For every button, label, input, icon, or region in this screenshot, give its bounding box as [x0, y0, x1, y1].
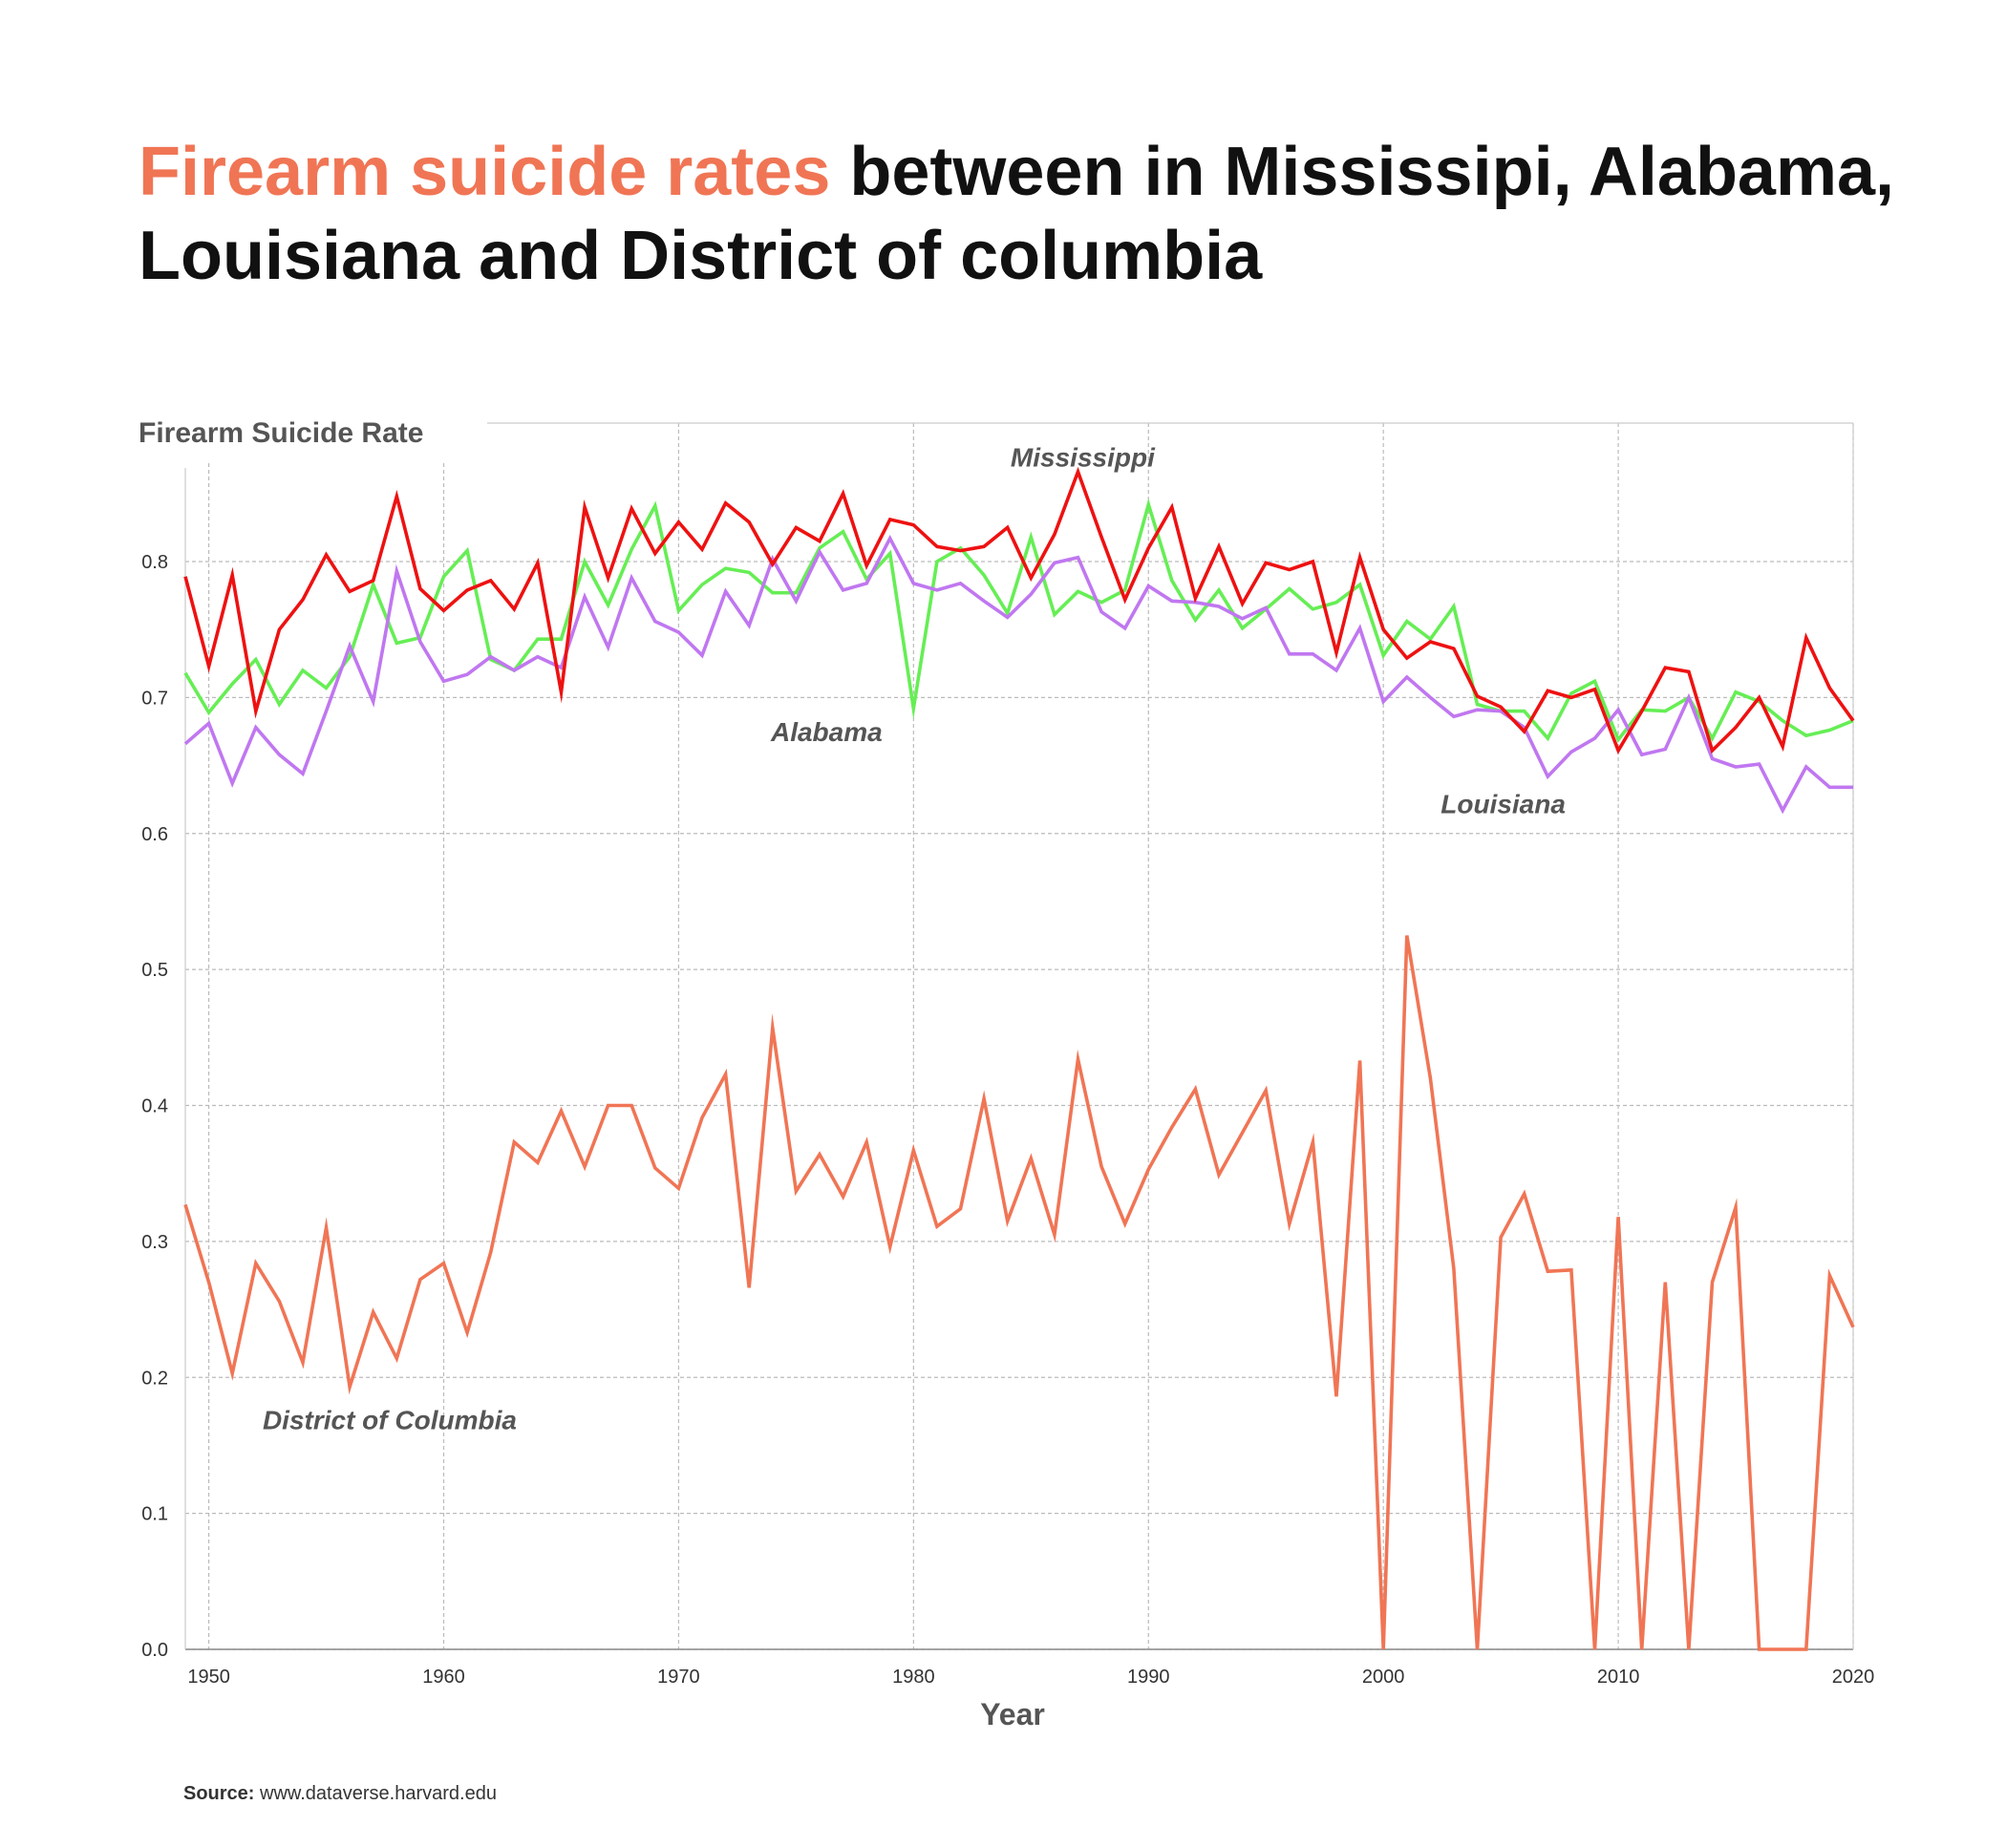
chart-title: Firearm suicide rates between in Mississ… [139, 130, 1906, 298]
series-line-louisiana [183, 534, 1853, 815]
y-tick-label: 0.8 [141, 552, 168, 573]
series-line-alabama [183, 498, 1854, 744]
x-tick-label: 2000 [1362, 1667, 1405, 1688]
series-annotation: Alabama [770, 717, 883, 747]
x-tick-label: 1960 [422, 1667, 465, 1688]
x-tick-labels: 1950 1960 1970 1980 1990 2000 2010 2020 [187, 1667, 1874, 1688]
x-tick-label: 1970 [657, 1667, 700, 1688]
x-tick-label: 1980 [892, 1667, 935, 1688]
y-tick-label: 0.4 [141, 1096, 168, 1117]
x-tick-label: 2020 [1832, 1667, 1875, 1688]
x-axis-label: Year [980, 1697, 1045, 1731]
ylabel-background [134, 411, 487, 460]
y-tick-label: 0.6 [141, 824, 168, 845]
chart-title-highlight: Firearm suicide rates [139, 134, 831, 210]
series-annotations: Mississippi Alabama Louisiana District of C… [263, 442, 1566, 1434]
x-tick-label: 2010 [1597, 1667, 1640, 1688]
y-tick-label: 0.7 [141, 688, 168, 709]
y-tick-label: 0.2 [141, 1368, 168, 1389]
x-tick-label: 1990 [1127, 1667, 1170, 1688]
series-lines [183, 466, 1855, 1651]
series-annotation: Louisiana [1440, 789, 1566, 818]
plot-frame [184, 422, 1854, 1650]
y-tick-label: 0.5 [141, 960, 168, 981]
series-line-mississippi [183, 466, 1855, 755]
source-text: www.dataverse.harvard.edu [254, 1783, 497, 1804]
y-tick-label: 0.3 [141, 1232, 168, 1253]
y-tick-labels: 0.0 0.1 0.2 0.3 0.4 0.5 0.6 0.7 0.8 [141, 552, 168, 1661]
y-tick-label: 0.1 [141, 1504, 168, 1525]
series-line-district-of-columbia [183, 935, 1855, 1651]
y-axis-label: Firearm Suicide Rate [139, 417, 423, 449]
series-annotation: District of Columbia [263, 1405, 517, 1434]
source-note: Source: www.dataverse.harvard.edu [183, 1783, 497, 1805]
x-tick-label: 1950 [187, 1667, 230, 1688]
source-label: Source: [183, 1783, 255, 1804]
chart-title-rest: between in Mississipi, Alabama, Louisian… [139, 134, 1895, 294]
series-annotation: Mississippi [1011, 442, 1156, 472]
y-tick-label: 0.0 [141, 1640, 168, 1661]
